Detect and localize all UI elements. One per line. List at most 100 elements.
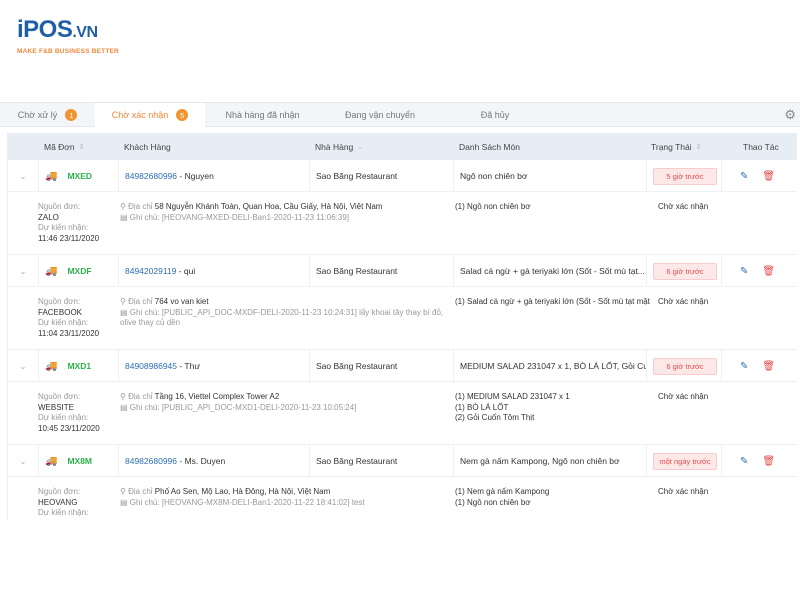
expected-time: 11:04 23/11/2020 (38, 328, 100, 338)
note-label: Ghi chú: (129, 212, 160, 222)
tab-label: Đang vận chuyển (344, 110, 416, 120)
truck-icon: 🚚 (45, 360, 58, 372)
expected-label: Dự kiến nhận: (38, 318, 89, 327)
note-icon: ▤ (120, 307, 130, 317)
logo-suffix: .VN (72, 24, 98, 41)
item-line: (2) Gỏi Cuốn Tôm Thịt (455, 413, 535, 422)
pin-icon: ⚲ (120, 297, 129, 306)
column-items: Danh Sách Món (459, 133, 520, 160)
item-line: (1) Nem gà nấm Kampong (455, 487, 550, 496)
order-detail: Nguồn đơn: ZALO Dự kiến nhận: 11:46 23/1… (8, 192, 797, 255)
note-icon: ▤ (120, 402, 130, 412)
logo-text: iPOS (17, 16, 73, 43)
trash-icon[interactable]: 🗑 (762, 455, 776, 467)
status-badge: một ngày trước (653, 452, 717, 470)
expand-chevron-icon[interactable]: ⌄ (19, 456, 27, 466)
source-value: FACEBOOK (38, 307, 83, 317)
gear-icon[interactable]: ⚙ (784, 107, 796, 122)
column-actions: Thao Tác (743, 133, 779, 160)
table-row[interactable]: ⌄ 🚚 MXD1 84908986945 - Thư Sao Băng Resta… (8, 350, 797, 382)
customer-name: - Ms. Duyen (177, 456, 226, 466)
column-code[interactable]: Mã Đơn ⇕ (44, 133, 84, 160)
column-customer: Khách Hàng (124, 133, 171, 160)
customer-name: - qui (176, 266, 196, 276)
column-status[interactable]: Trạng Thái ⇕ (651, 133, 702, 160)
customer-phone[interactable]: 84908986945 (125, 361, 178, 371)
source-value: HEOVANG (38, 497, 78, 507)
tab-cancelled[interactable]: Đã hủy (440, 103, 550, 127)
address-value: Phố Ao Sen, Mộ Lao, Hà Đông, Hà Nội, Việ… (154, 487, 331, 496)
item-line: (1) BÒ LÁ LỐT (455, 402, 509, 412)
count-badge: 1 (65, 109, 78, 121)
order-code[interactable]: MX8M (67, 456, 93, 466)
customer-phone[interactable]: 84982680996 (125, 456, 178, 466)
trash-icon[interactable]: 🗑 (762, 265, 776, 277)
logo-tagline: MAKE F&B BUSINESS BETTER (17, 48, 119, 55)
pin-icon: ⚲ (120, 202, 129, 211)
edit-icon[interactable]: ✎ (740, 455, 749, 467)
note-value: [PUBLIC_API_DOC-MXD1-DELI-2020-11-23 10:… (161, 402, 357, 412)
expand-chevron-icon[interactable]: ⌄ (19, 361, 27, 371)
truck-icon: 🚚 (45, 170, 58, 182)
item-line: (1) Ngô non chiên bơ (455, 497, 531, 507)
items-summary: Salad cá ngừ + gà teriyaki lớn (Sốt - Số… (460, 266, 645, 276)
pin-icon: ⚲ (120, 392, 129, 401)
note-value: [HEOVANG-MXED-DELI-Ban1-2020-11-23 11:06… (161, 212, 350, 222)
order-code[interactable]: MXD1 (67, 361, 92, 371)
source-label: Nguồn đơn: (38, 202, 81, 211)
tab-label: Chờ xử lý (17, 110, 58, 120)
column-label: Thao Tác (743, 141, 779, 152)
restaurant-name: Sao Băng Restaurant (316, 361, 398, 371)
edit-icon[interactable]: ✎ (740, 360, 749, 372)
address-label: Địa chỉ (128, 297, 153, 306)
address-label: Địa chỉ (128, 487, 153, 496)
source-label: Nguồn đơn: (38, 487, 81, 496)
order-code[interactable]: MXED (67, 171, 93, 181)
expand-chevron-icon[interactable]: ⌄ (19, 171, 27, 181)
filter-chevron-icon: ⌄ (357, 143, 364, 151)
table-header: Mã Đơn ⇕ Khách Hàng Nhà Hàng ⌄ Danh Sách M… (8, 133, 797, 160)
table-row[interactable]: ⌄ 🚚 MXDF 84942029119 - qui Sao Băng Resta… (8, 255, 797, 287)
status-badge: 6 giờ trước (653, 357, 717, 375)
trash-icon[interactable]: 🗑 (762, 360, 776, 372)
expected-label: Dự kiến nhận: (38, 223, 89, 232)
note-icon: ▤ (120, 497, 130, 507)
tab-restaurant-accepted[interactable]: Nhà hàng đã nhận (205, 103, 320, 127)
note-label: Ghi chú: (129, 402, 160, 412)
edit-icon[interactable]: ✎ (740, 170, 749, 182)
tab-shipping[interactable]: Đang vận chuyển (320, 103, 440, 127)
tab-label: Đã hủy (480, 110, 510, 120)
table-row[interactable]: ⌄ 🚚 MXED 84982680996 - Nguyen Sao Băng Re… (8, 160, 797, 192)
customer-name: - Nguyen (177, 171, 214, 181)
note-value: [HEOVANG-MX8M-DELI-Ban1-2020-11-22 18:41… (161, 497, 365, 507)
expected-time: 10:45 23/11/2020 (38, 423, 100, 433)
items-summary: Ngô non chiên bơ (460, 171, 528, 181)
orders-table: Mã Đơn ⇕ Khách Hàng Nhà Hàng ⌄ Danh Sách M… (7, 133, 797, 520)
tab-pending[interactable]: Chờ xử lý 1 (0, 103, 95, 127)
column-restaurant[interactable]: Nhà Hàng ⌄ (315, 133, 363, 160)
order-code[interactable]: MXDF (67, 266, 92, 276)
restaurant-name: Sao Băng Restaurant (316, 266, 398, 276)
trash-icon[interactable]: 🗑 (762, 170, 776, 182)
address-value: Tầng 16, Viettel Complex Tower A2 (154, 392, 280, 401)
sort-icon: ⇕ (695, 143, 702, 151)
items-summary: Nem gà nấm Kampong, Ngô non chiên bơ (460, 456, 620, 466)
sort-icon: ⇕ (78, 143, 85, 151)
status-tabs: Chờ xử lý 1 Chờ xác nhận 5 Nhà hàng đã nhậ… (0, 102, 800, 127)
source-label: Nguồn đơn: (38, 297, 81, 306)
expand-chevron-icon[interactable]: ⌄ (19, 266, 27, 276)
order-state: Chờ xác nhận (658, 202, 709, 211)
customer-phone[interactable]: 84982680996 (125, 171, 178, 181)
customer-name: - Thư (177, 361, 201, 371)
source-value: ZALO (38, 212, 59, 222)
table-row[interactable]: ⌄ 🚚 MX8M 84982680996 - Ms. Duyen Sao Băng… (8, 445, 797, 477)
edit-icon[interactable]: ✎ (740, 265, 749, 277)
restaurant-name: Sao Băng Restaurant (316, 456, 398, 466)
tab-label: Nhà hàng đã nhận (225, 110, 300, 120)
tab-awaiting-confirmation[interactable]: Chờ xác nhận 5 (95, 103, 205, 127)
expected-label: Dự kiến nhận: (38, 508, 89, 517)
status-badge: 5 giờ trước (653, 167, 717, 185)
customer-phone[interactable]: 84942029119 (125, 266, 177, 276)
expected-time: 11:46 23/11/2020 (38, 233, 100, 243)
truck-icon: 🚚 (45, 455, 58, 467)
